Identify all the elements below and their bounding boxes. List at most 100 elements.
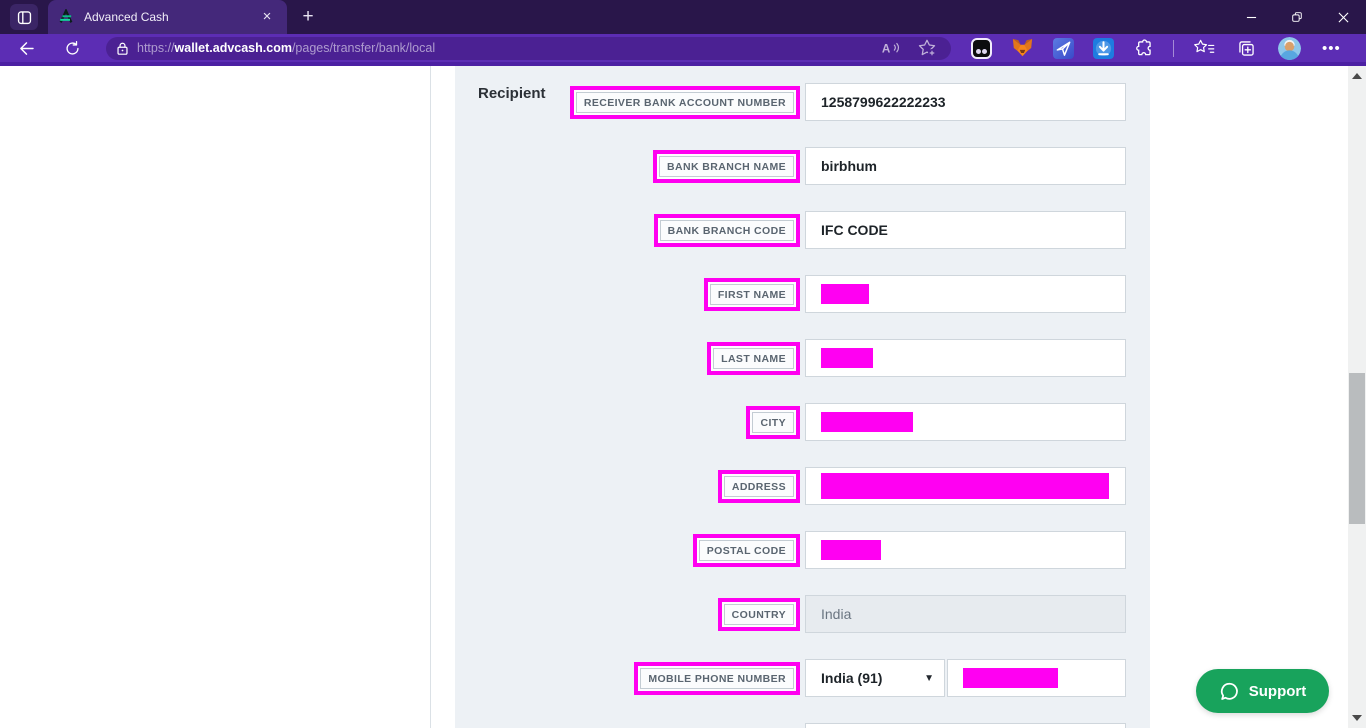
field-label-bank-branch-code: BANK BRANCH CODE	[659, 219, 794, 241]
extension-downloader-icon[interactable]	[1093, 37, 1114, 59]
form-row-city: CITY	[455, 403, 1150, 441]
tab-close-button[interactable]: ×	[262, 8, 272, 25]
close-icon	[1338, 12, 1348, 22]
browser-titlebar: Advanced Cash × +	[0, 0, 1366, 34]
field-label-address: ADDRESS	[723, 475, 794, 497]
first-name-input[interactable]	[805, 275, 1126, 313]
url-path: /pages/transfer/bank/local	[291, 41, 436, 55]
phone-number-input[interactable]	[947, 659, 1126, 697]
favorites-list-icon[interactable]	[1193, 38, 1215, 58]
annotation-highlight-box: BANK BRANCH NAME	[653, 149, 800, 183]
redaction-bar	[821, 412, 913, 432]
metamask-extension-icon[interactable]	[1011, 37, 1034, 59]
annotation-highlight-box: POSTAL CODE	[692, 533, 800, 567]
label-wrap: FIRST NAME	[455, 275, 800, 313]
label-wrap: MOBILE PHONE NUMBER	[455, 659, 800, 697]
chevron-down-icon: ▼	[924, 672, 934, 684]
field-label-postal-code: POSTAL CODE	[698, 539, 794, 561]
label-wrap: BANK BRANCH CODE	[455, 211, 800, 249]
address-bar[interactable]: https://wallet.advcash.com/pages/transfe…	[106, 36, 951, 60]
url-text: https://wallet.advcash.com/pages/transfe…	[137, 41, 881, 55]
redaction-bar	[821, 348, 873, 368]
close-window-button[interactable]	[1320, 0, 1366, 34]
minimize-button[interactable]	[1228, 0, 1274, 34]
field-label-city: CITY	[752, 411, 794, 433]
refresh-icon	[65, 40, 79, 55]
restore-icon	[1292, 12, 1302, 22]
label-wrap: COUNTRY	[455, 595, 800, 633]
address-input[interactable]	[805, 467, 1126, 505]
refresh-button[interactable]	[60, 36, 84, 60]
profile-avatar[interactable]	[1278, 36, 1301, 60]
new-tab-button[interactable]: +	[302, 6, 314, 27]
scroll-up-arrow[interactable]	[1348, 68, 1366, 84]
form-row-first-name: FIRST NAME	[455, 275, 1150, 313]
annotation-highlight-box: COUNTRY	[717, 597, 800, 631]
bank-branch-code-input[interactable]: IFC CODE	[805, 211, 1126, 249]
url-host: wallet.advcash.com	[174, 41, 292, 55]
bank-branch-code-value: IFC CODE	[821, 222, 888, 238]
page-content: Recipient RECEIVER BANK ACCOUNT NUMBER 12…	[0, 66, 1366, 728]
toolbar-divider	[1173, 39, 1174, 57]
form-row-receiver-bank-account-number: RECEIVER BANK ACCOUNT NUMBER 125879962222…	[455, 83, 1150, 121]
browser-toolbar: https://wallet.advcash.com/pages/transfe…	[0, 34, 1366, 62]
redaction-bar	[821, 473, 1109, 499]
extensions-puzzle-icon[interactable]	[1133, 38, 1154, 59]
city-input[interactable]	[805, 403, 1126, 441]
bank-branch-name-value: birbhum	[821, 158, 877, 174]
last-name-input[interactable]	[805, 339, 1126, 377]
redaction-bar	[821, 540, 881, 560]
minimize-icon	[1246, 16, 1256, 18]
lock-icon	[117, 42, 128, 55]
extensions-row	[971, 37, 1154, 59]
redaction-bar	[963, 668, 1058, 688]
scroll-down-arrow[interactable]	[1348, 710, 1366, 726]
settings-menu-button[interactable]: •••	[1322, 39, 1341, 57]
country-code-select[interactable]: India (91) ▼	[805, 659, 945, 697]
support-button-label: Support	[1248, 682, 1307, 700]
recipient-section-label: Recipient	[478, 85, 546, 102]
bank-branch-name-input[interactable]: birbhum	[805, 147, 1126, 185]
redaction-bar	[821, 284, 869, 304]
label-wrap: LAST NAME	[455, 339, 800, 377]
annotation-highlight-box: LAST NAME	[707, 341, 800, 375]
browser-tab-advanced-cash[interactable]: Advanced Cash ×	[48, 0, 287, 34]
address-bar-actions: A	[881, 38, 937, 58]
vertical-scrollbar[interactable]	[1348, 66, 1366, 728]
support-button[interactable]: Support	[1196, 669, 1329, 713]
annotation-highlight-box: CITY	[746, 405, 800, 439]
extension-robot-icon[interactable]	[971, 37, 992, 59]
form-row-mobile-phone-number: MOBILE PHONE NUMBER India (91) ▼	[455, 659, 1150, 697]
svg-text:A: A	[882, 42, 891, 55]
toolbar-right-actions: •••	[1193, 36, 1341, 60]
next-field-input-cutoff[interactable]	[805, 723, 1126, 728]
chat-bubble-icon	[1220, 682, 1238, 700]
country-value: India	[821, 606, 852, 622]
sidebar-divider	[430, 66, 431, 728]
form-row-country: COUNTRY India	[455, 595, 1150, 633]
country-code-value: India (91)	[821, 670, 883, 686]
annotation-highlight-box: BANK BRANCH CODE	[653, 213, 800, 247]
field-label-first-name: FIRST NAME	[709, 283, 794, 305]
field-label-last-name: LAST NAME	[713, 347, 794, 369]
add-favorite-star-icon[interactable]	[917, 38, 937, 58]
form-row-address: ADDRESS	[455, 467, 1150, 505]
annotation-highlight-box: ADDRESS	[717, 469, 800, 503]
postal-code-input[interactable]	[805, 531, 1126, 569]
restore-button[interactable]	[1274, 0, 1320, 34]
label-wrap: POSTAL CODE	[455, 531, 800, 569]
read-aloud-icon[interactable]: A	[881, 40, 901, 57]
receiver-bank-account-number-input[interactable]: 1258799622222233	[805, 83, 1126, 121]
back-button[interactable]	[14, 36, 38, 60]
label-wrap: ADDRESS	[455, 467, 800, 505]
form-row-last-name: LAST NAME	[455, 339, 1150, 377]
scrollbar-thumb[interactable]	[1349, 373, 1365, 524]
tab-title: Advanced Cash	[84, 10, 169, 24]
collections-icon[interactable]	[1236, 38, 1257, 59]
country-input: India	[805, 595, 1126, 633]
tab-actions-menu-button[interactable]	[10, 4, 38, 30]
form-row-bank-branch-name: BANK BRANCH NAME birbhum	[455, 147, 1150, 185]
extension-cursor-icon[interactable]	[1053, 37, 1074, 59]
annotation-highlight-box: FIRST NAME	[703, 277, 800, 311]
